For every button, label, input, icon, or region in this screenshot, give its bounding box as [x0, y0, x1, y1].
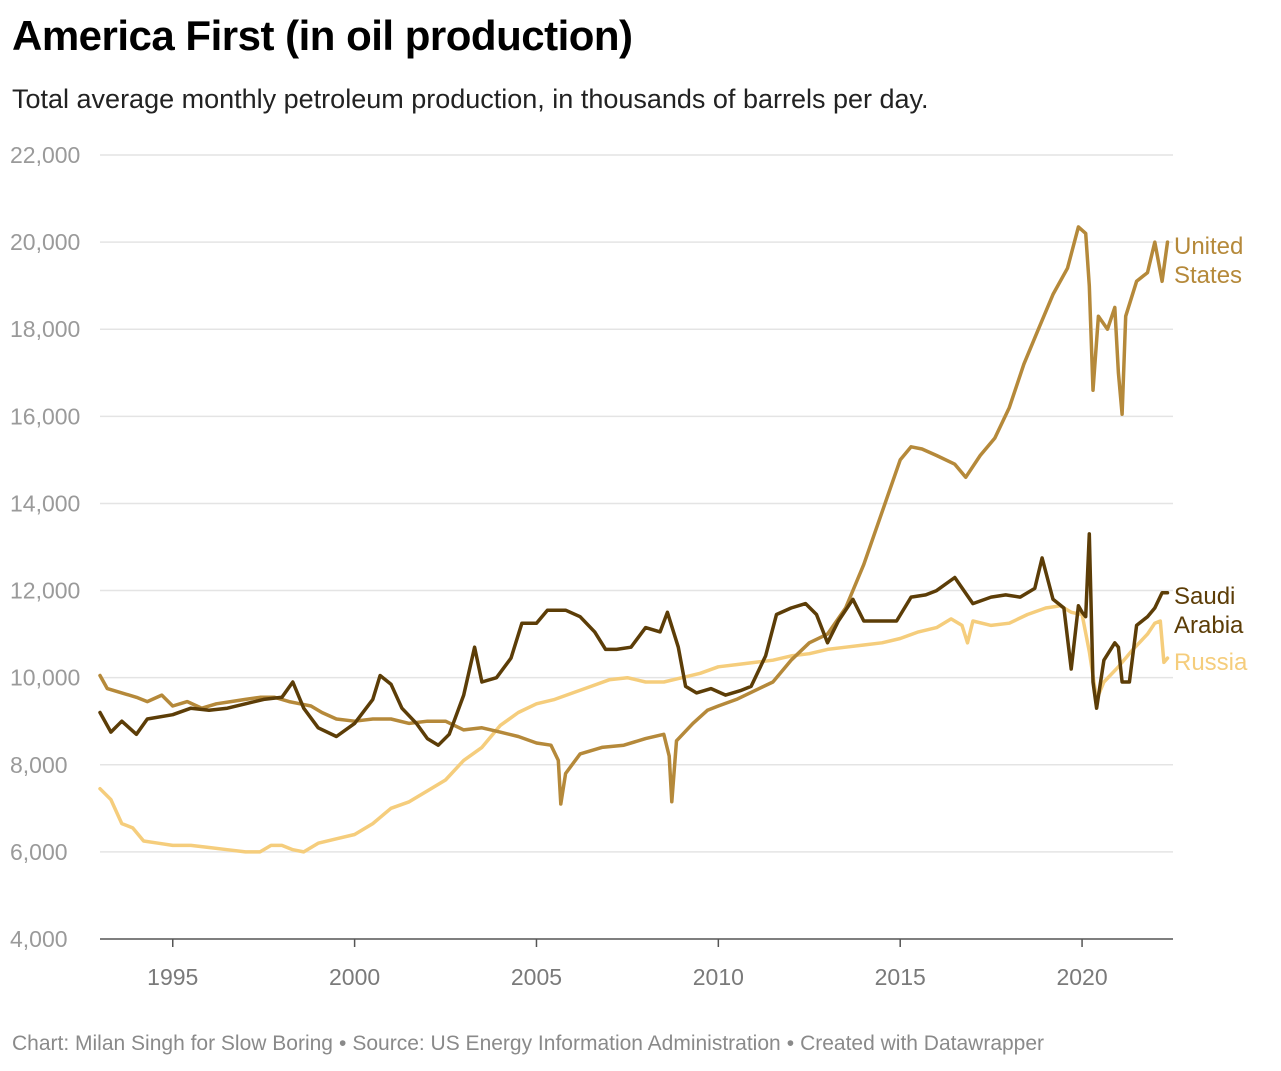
x-tick-label: 2015	[875, 964, 926, 990]
y-tick-label: 4,000	[10, 926, 68, 952]
chart-subtitle: Total average monthly petroleum producti…	[12, 84, 929, 114]
chart-footer: Chart: Milan Singh for Slow Boring • Sourc…	[12, 1032, 1044, 1056]
footer-separator: •	[786, 1032, 795, 1055]
y-tick-label: 14,000	[10, 490, 80, 516]
x-tick-label: 2005	[511, 964, 562, 990]
chart-title: America First (in oil production)	[12, 12, 633, 59]
created-with: Created with Datawrapper	[800, 1032, 1045, 1055]
x-tick-label: 2010	[693, 964, 744, 990]
y-tick-label: 18,000	[10, 316, 80, 342]
x-tick-label: 1995	[147, 964, 198, 990]
x-tick-label: 2000	[329, 964, 380, 990]
series-label-saudi-arabia: Arabia	[1174, 612, 1244, 639]
series-label-united-states: States	[1174, 262, 1242, 289]
series-label-russia: Russia	[1174, 649, 1248, 676]
series-line-united-states	[98, 225, 1170, 806]
series-line-saudi-arabia	[98, 532, 1170, 747]
y-tick-label: 20,000	[10, 229, 80, 255]
line-chart: 4,000 6,000 8,000 10,000 12,000 14,000 16,000 1…	[10, 142, 1248, 990]
y-tick-label: 12,000	[10, 578, 80, 604]
chart-credit: Chart: Milan Singh for Slow Boring	[12, 1032, 333, 1055]
x-tick-label: 2020	[1056, 964, 1107, 990]
series-label-united-states: United	[1174, 233, 1243, 260]
y-tick-label: 16,000	[10, 403, 80, 429]
y-tick-label: 8,000	[10, 752, 68, 778]
series-label-saudi-arabia: Saudi	[1174, 583, 1235, 610]
y-tick-label: 22,000	[10, 142, 80, 168]
footer-separator: •	[338, 1032, 347, 1055]
data-source: Source: US Energy Information Administra…	[352, 1032, 781, 1055]
y-tick-label: 10,000	[10, 665, 80, 691]
y-tick-label: 6,000	[10, 839, 68, 865]
